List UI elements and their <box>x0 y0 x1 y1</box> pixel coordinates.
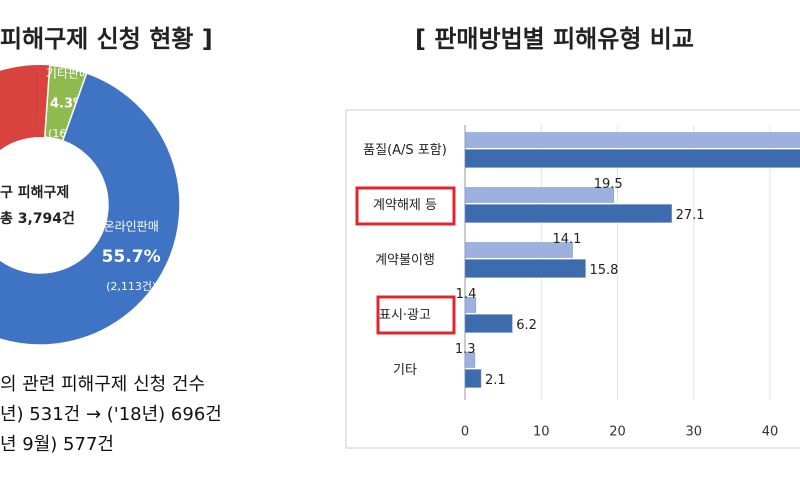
y-tick-label: 품질(A/S 포함) <box>363 143 447 158</box>
center-text: 총 3,794건 <box>0 210 75 227</box>
bar <box>464 297 476 313</box>
note: 년 9월) 577건 <box>0 434 114 455</box>
highlight-box <box>376 295 456 335</box>
value-label: 1.4 <box>456 287 477 302</box>
y-tick-label: 표시·광고 <box>379 308 431 323</box>
bar <box>464 242 573 258</box>
x-tick-label: 10 <box>533 425 550 440</box>
note: 의 관련 피해구제 신청 건수 <box>0 374 205 395</box>
bar-frame <box>345 109 800 449</box>
y-tick-label: 기타 <box>393 363 417 378</box>
segment-value: 55.7% <box>102 247 161 267</box>
bar-title: [ 판매방법별 피해유형 비교 <box>415 25 694 53</box>
segment-label: 기타판매 <box>46 67 90 81</box>
y-tick-label: 계약해제 등 <box>373 198 437 213</box>
segment-count: (2,113건) <box>106 280 156 293</box>
donut-segment <box>0 72 181 346</box>
value-label: 15.8 <box>589 263 618 278</box>
bar <box>464 314 513 333</box>
value-label: 1.3 <box>455 342 476 357</box>
bar <box>464 149 800 168</box>
x-tick-label: 30 <box>685 425 702 440</box>
bar <box>464 204 672 223</box>
highlight-box <box>355 186 456 226</box>
bar <box>464 259 586 278</box>
value-label: 19.5 <box>594 177 623 192</box>
value-label: 2.1 <box>485 373 506 388</box>
bar-chart: 0 10 20 30 40 품질(A/S 포함) 계약해제 등 19.5 27.1 계약불이행 14… <box>363 125 800 440</box>
segment-label: 온라인판매 <box>104 220 159 234</box>
center-text: 구 피해구제 <box>0 185 69 201</box>
x-tick-label: 0 <box>461 425 469 440</box>
donut-title: 피해구제 신청 현황 ] <box>0 25 213 53</box>
y-tick-label: 계약불이행 <box>375 252 435 268</box>
value-label: 14.1 <box>553 232 582 247</box>
note: 년) 531건 → ('18년) 696건 <box>0 404 222 425</box>
value-label: 6.2 <box>516 318 537 333</box>
bar <box>464 187 614 203</box>
x-tick-label: 40 <box>762 425 779 440</box>
bar <box>464 132 800 148</box>
x-tick-label: 20 <box>609 425 626 440</box>
bar <box>464 369 482 388</box>
bar <box>464 352 476 368</box>
value-label: 27.1 <box>676 208 705 223</box>
